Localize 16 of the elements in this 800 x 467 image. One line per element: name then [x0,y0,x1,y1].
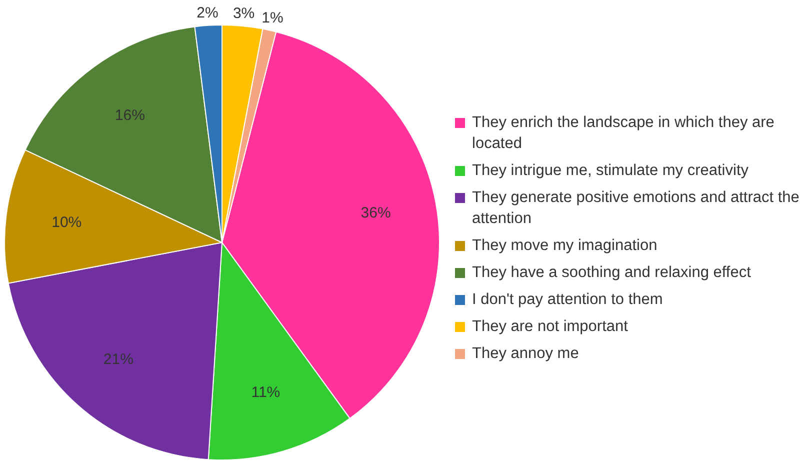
legend-label: They move my imagination [472,236,658,256]
legend-label: They annoy me [472,344,579,364]
legend-label: They enrich the landscape in which they are located [472,113,776,154]
legend-label: They are not important [472,317,628,337]
data-label: 3% [232,5,255,22]
data-label: 1% [262,10,284,27]
data-label: 11% [251,384,280,402]
legend-label: I don't pay attention to them [472,290,663,310]
legend-label: They generate positive emotions and attract the attention [472,188,800,229]
data-label: 10% [52,214,82,232]
data-label: 16% [114,106,145,124]
legend-label: They intrigue me, stimulate my creativity [472,161,749,181]
data-label: 21% [103,351,134,368]
legend-label: They have a soothing and relaxing effect [472,263,751,283]
data-label: 36% [360,204,391,222]
data-label: 2% [196,4,218,22]
